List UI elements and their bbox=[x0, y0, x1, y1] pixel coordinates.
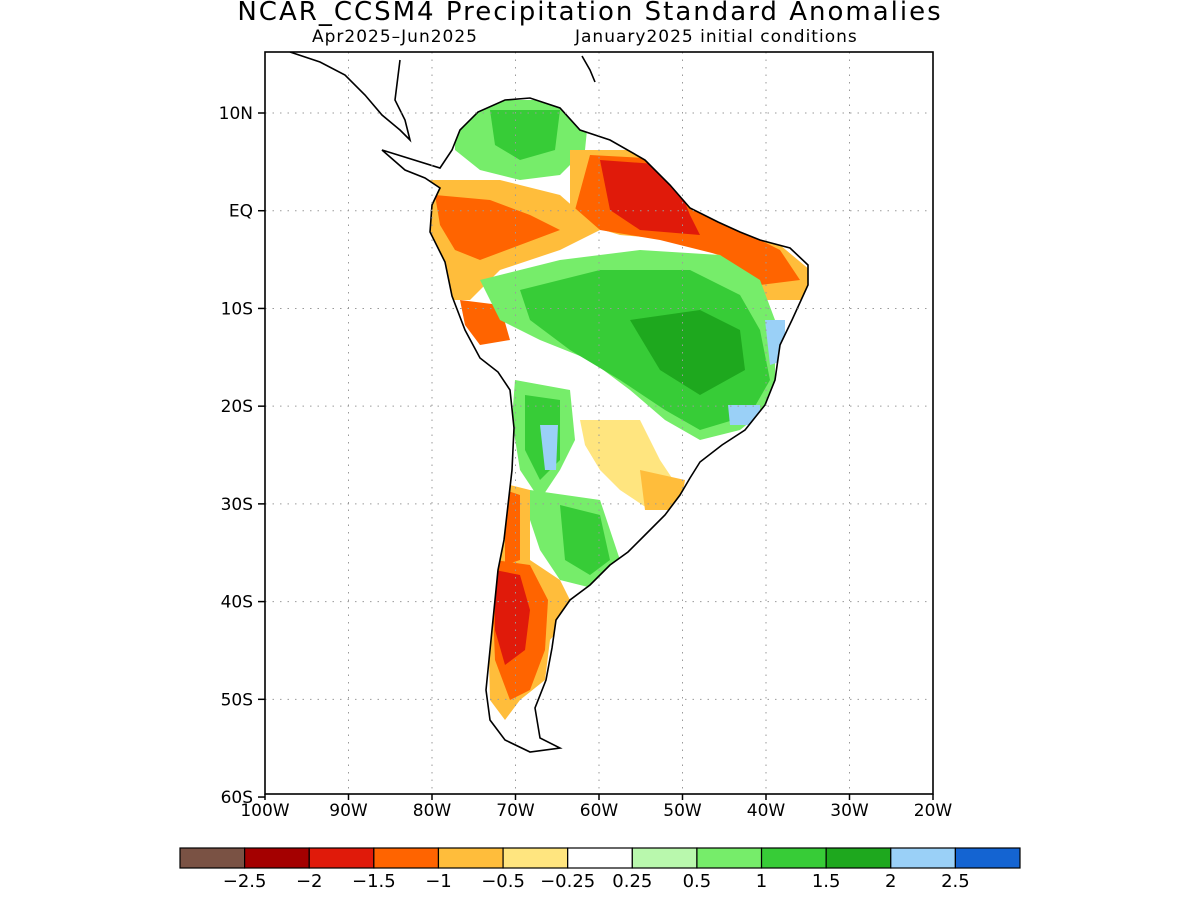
lon-label: 50W bbox=[663, 801, 702, 821]
lon-label: 30W bbox=[830, 801, 869, 821]
colorbar-label: 2.5 bbox=[941, 871, 970, 892]
colorbar-swatch bbox=[954, 847, 1021, 869]
lat-label: 10S bbox=[221, 299, 253, 319]
lon-label: 80W bbox=[413, 801, 452, 821]
colorbar-swatch bbox=[567, 847, 633, 869]
colorbar: −2.5 −2 −1.5 −1 −0.5 −0.25 0.25 0.5 1 1.5 2 2.5 bbox=[179, 847, 1021, 892]
lon-label: 70W bbox=[496, 801, 535, 821]
colorbar-swatch bbox=[696, 847, 763, 869]
colorbar-swatch bbox=[890, 847, 956, 869]
colorbar-swatch bbox=[373, 847, 440, 869]
lat-label: 10N bbox=[219, 104, 253, 124]
colorbar-label: 1 bbox=[756, 871, 767, 892]
chart-title: NCAR_CCSM4 Precipitation Standard Anomal… bbox=[237, 0, 943, 27]
colorbar-label: −0.5 bbox=[481, 871, 525, 892]
lon-label: 90W bbox=[329, 801, 368, 821]
colorbar-swatch bbox=[437, 847, 504, 869]
colorbar-swatch bbox=[179, 847, 246, 869]
colorbar-label: 1.5 bbox=[812, 871, 841, 892]
colorbar-label: −2.5 bbox=[223, 871, 267, 892]
lat-label: EQ bbox=[229, 202, 253, 222]
colorbar-label: −0.25 bbox=[540, 871, 595, 892]
lat-label: 60S bbox=[221, 788, 253, 808]
lat-label: 20S bbox=[221, 397, 253, 417]
lat-label: 50S bbox=[221, 690, 253, 710]
lon-label: 20W bbox=[914, 801, 953, 821]
lon-label: 60W bbox=[580, 801, 619, 821]
lat-label: 30S bbox=[221, 495, 253, 515]
colorbar-label: 2 bbox=[885, 871, 896, 892]
lat-label: 40S bbox=[221, 593, 253, 613]
colorbar-swatch bbox=[244, 847, 310, 869]
lon-label: 100W bbox=[240, 801, 289, 821]
colorbar-label: −2 bbox=[296, 871, 323, 892]
colorbar-label: −1.5 bbox=[352, 871, 396, 892]
colorbar-swatch bbox=[308, 847, 375, 869]
colorbar-label: −1 bbox=[425, 871, 452, 892]
colorbar-swatch bbox=[631, 847, 698, 869]
initial-conditions: January2025 initial conditions bbox=[575, 27, 858, 47]
colorbar-swatch bbox=[760, 847, 827, 869]
colorbar-swatch bbox=[502, 847, 569, 869]
coastlines bbox=[289, 52, 809, 753]
forecast-period: Apr2025–Jun2025 bbox=[312, 27, 478, 47]
colorbar-swatch bbox=[825, 847, 892, 869]
lon-label: 40W bbox=[747, 801, 786, 821]
colorbar-label: 0.5 bbox=[683, 871, 712, 892]
colorbar-label: 0.25 bbox=[612, 871, 652, 892]
